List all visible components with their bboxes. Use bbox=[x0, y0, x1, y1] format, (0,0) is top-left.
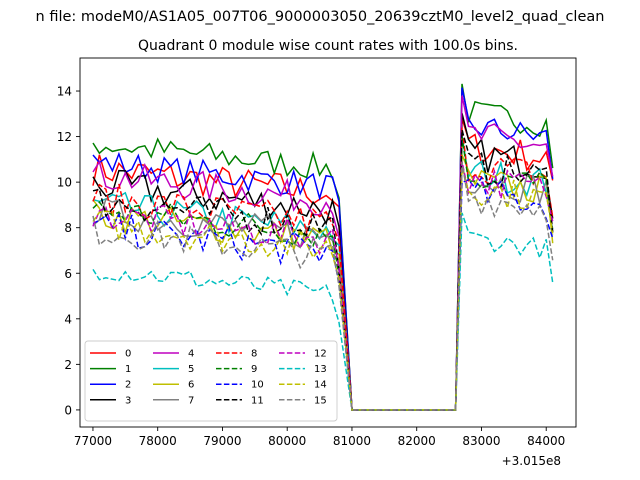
series-line-2 bbox=[92, 87, 554, 411]
legend-label-6: 6 bbox=[188, 380, 194, 391]
legend-label-14: 14 bbox=[314, 380, 327, 391]
legend-label-0: 0 bbox=[125, 349, 131, 360]
x-tick-label: 84000 bbox=[527, 434, 565, 448]
series-line-1 bbox=[92, 83, 554, 411]
y-tick-label: 12 bbox=[57, 130, 72, 144]
x-tick-label: 79000 bbox=[203, 434, 241, 448]
x-tick-label: 82000 bbox=[398, 434, 436, 448]
x-tick-label: 83000 bbox=[462, 434, 500, 448]
series-line-15 bbox=[92, 162, 554, 411]
series-line-4 bbox=[92, 95, 554, 411]
legend-label-12: 12 bbox=[314, 349, 327, 360]
y-tick-label: 2 bbox=[64, 358, 72, 372]
legend-label-7: 7 bbox=[188, 395, 194, 406]
x-tick-label: 78000 bbox=[139, 434, 177, 448]
y-tick-label: 4 bbox=[64, 312, 72, 326]
legend-label-4: 4 bbox=[188, 349, 194, 360]
axes-frame bbox=[79, 57, 577, 428]
x-offset-label: +3.015e8 bbox=[502, 454, 561, 468]
legend-box bbox=[84, 340, 338, 422]
plot-area bbox=[79, 57, 577, 428]
legend-label-3: 3 bbox=[125, 395, 131, 406]
series-line-12 bbox=[92, 161, 554, 411]
y-tick-label: 10 bbox=[57, 176, 72, 190]
chart-title: Quadrant 0 module wise count rates with … bbox=[138, 38, 518, 54]
y-tick-label: 0 bbox=[64, 403, 72, 417]
x-axis: 77000 78000 79000 80000 81000 82000 83000 84000 bbox=[74, 427, 565, 448]
legend-label-1: 1 bbox=[125, 364, 131, 375]
legend-label-15: 15 bbox=[314, 395, 327, 406]
legend-label-9: 9 bbox=[251, 364, 257, 375]
series-line-6 bbox=[92, 154, 554, 411]
y-tick-label: 8 bbox=[64, 221, 72, 235]
legend-label-2: 2 bbox=[125, 380, 131, 391]
y-tick-label: 6 bbox=[64, 267, 72, 281]
series-line-13 bbox=[92, 212, 554, 411]
figure-suptitle: n file: modeM0/AS1A05_007T06_9000003050_… bbox=[36, 9, 605, 25]
x-tick-label: 80000 bbox=[268, 434, 306, 448]
legend-label-11: 11 bbox=[251, 395, 264, 406]
legend-label-10: 10 bbox=[251, 380, 264, 391]
x-tick-label: 81000 bbox=[333, 434, 371, 448]
legend-label-13: 13 bbox=[314, 364, 327, 375]
legend-label-5: 5 bbox=[188, 364, 194, 375]
y-axis: 0 2 4 6 8 10 12 14 bbox=[57, 85, 80, 417]
series-line-10 bbox=[92, 175, 554, 411]
series-line-8 bbox=[92, 127, 554, 411]
y-tick-label: 14 bbox=[57, 85, 72, 99]
x-tick-label: 77000 bbox=[74, 434, 112, 448]
legend-label-8: 8 bbox=[251, 349, 257, 360]
